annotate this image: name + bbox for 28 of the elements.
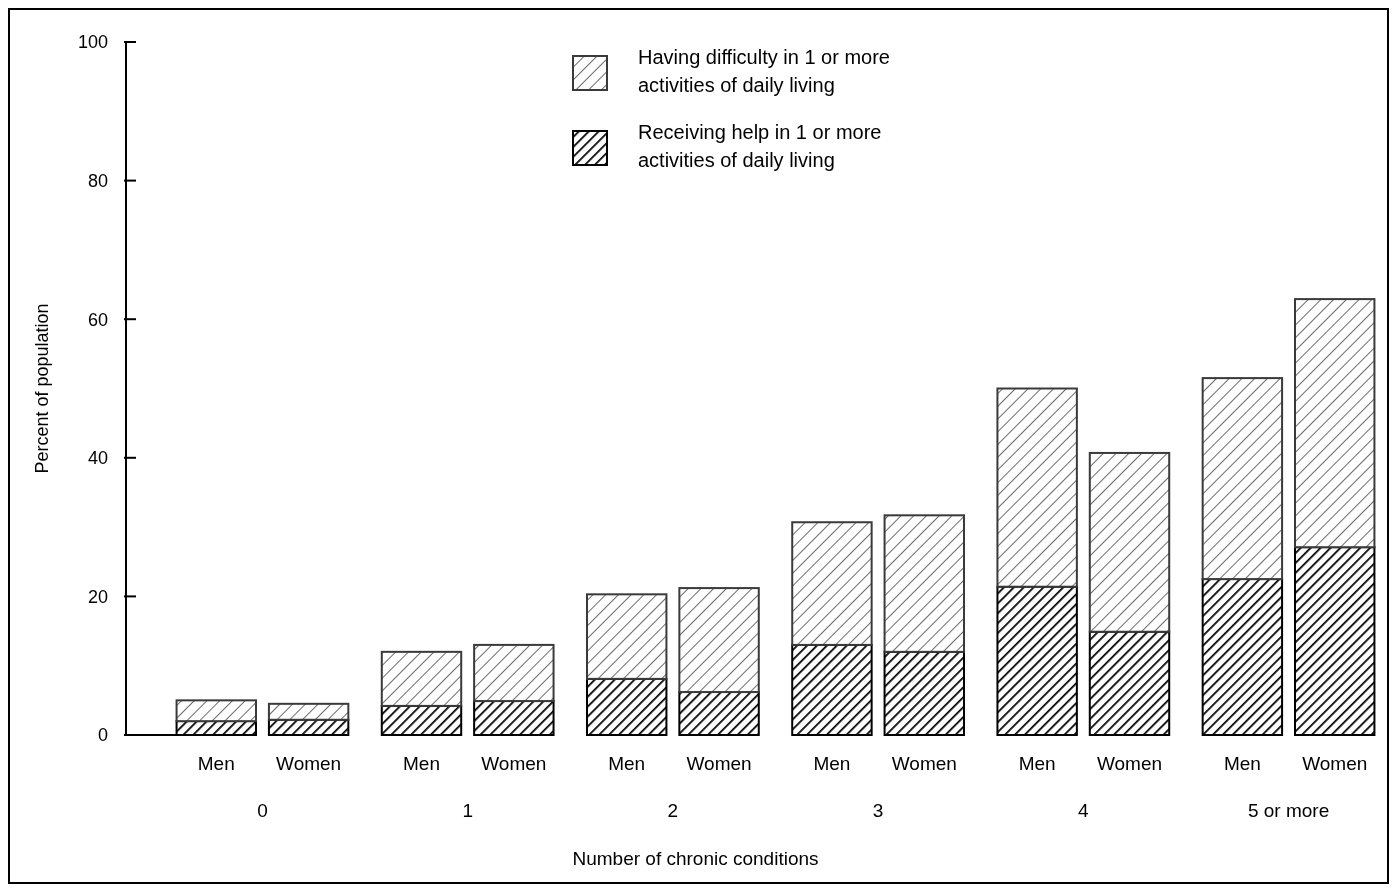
x-tick-label: Women	[686, 753, 752, 774]
legend-label: Receiving help in 1 or more activities of daily living	[638, 121, 882, 171]
x-tick-label: Women	[276, 753, 342, 774]
x-tick-label: Men	[813, 753, 851, 774]
x-tick-label: Men	[1018, 753, 1056, 774]
x-tick-label: Men	[1223, 753, 1261, 774]
x-tick-label: Men	[608, 753, 646, 774]
text: 0	[257, 800, 268, 821]
x-tick-label: Women	[1096, 753, 1163, 774]
y-tick-label: 20	[87, 586, 108, 607]
text: 1	[462, 800, 473, 821]
y-tick-label: 40	[87, 448, 108, 469]
y-axis-title: Percent of population	[32, 303, 52, 474]
text: 5 or more	[1247, 800, 1330, 821]
x-tick-label: Women	[1302, 753, 1368, 774]
x-tick-label: Women	[891, 753, 957, 774]
y-tick-label: 0	[97, 725, 108, 746]
x-tick-label: Men	[197, 753, 235, 774]
x-tick-label: Women	[481, 753, 547, 774]
text: 4	[1078, 800, 1090, 821]
y-tick-label: 80	[87, 170, 108, 191]
x-axis-title: Number of chronic conditions	[572, 848, 819, 869]
x-tick-label: Men	[403, 753, 440, 774]
y-tick-label: 100	[77, 32, 108, 53]
legend-label: Having difficulty in 1 or more activities of daily living	[638, 46, 890, 96]
text: 2	[667, 800, 679, 821]
y-tick-label: 60	[87, 309, 108, 330]
text: 3	[872, 800, 884, 821]
